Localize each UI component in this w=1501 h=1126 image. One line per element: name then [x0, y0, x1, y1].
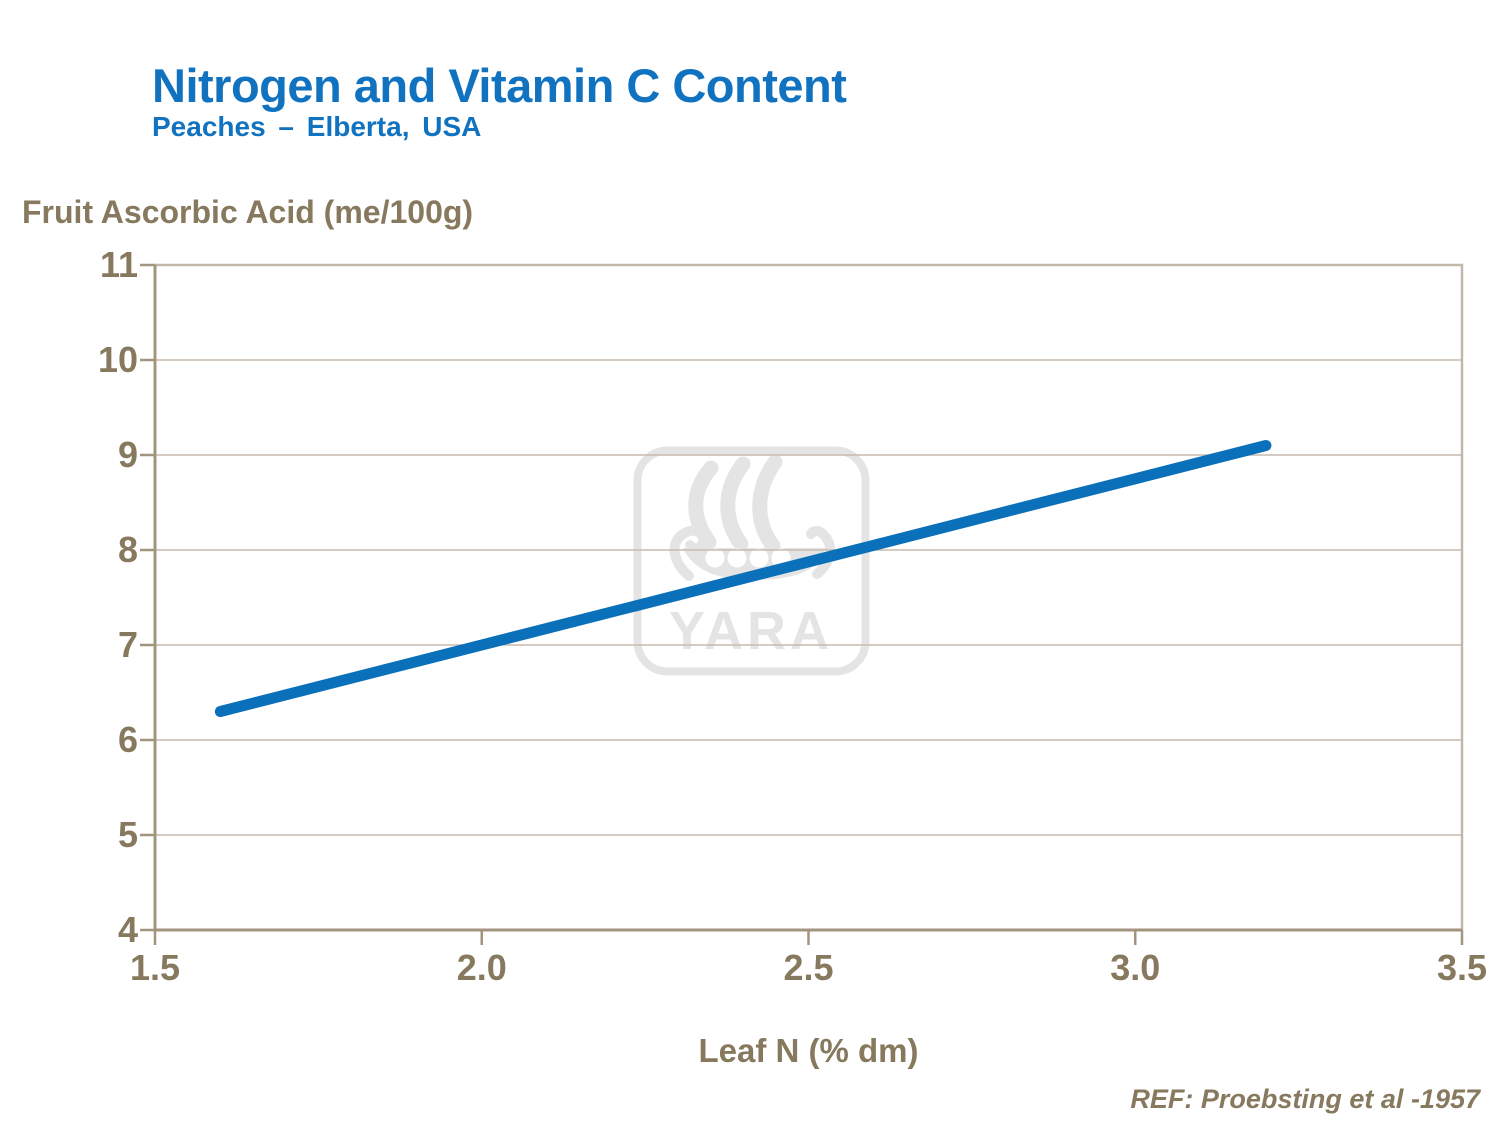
axis-lines	[153, 265, 1462, 932]
viking-ship-shields-icon	[705, 548, 791, 568]
y-tick-label: 5	[117, 814, 138, 855]
y-tick-label: 7	[117, 624, 138, 665]
y-tick-label: 11	[99, 244, 138, 285]
y-tick-label: 4	[117, 909, 138, 950]
y-axis-title: Fruit Ascorbic Acid (me/100g)	[22, 194, 474, 230]
watermark-text: YARA	[669, 601, 833, 661]
page-title: Nitrogen and Vitamin C Content	[152, 59, 847, 112]
data-line	[214, 440, 1272, 717]
page-subtitle: Peaches – Elberta, USA	[152, 111, 482, 142]
yara-watermark-logo: YARA	[633, 446, 870, 676]
x-tick-label: 3.5	[1436, 947, 1488, 988]
y-tick-label: 10	[97, 339, 138, 380]
watermark-border	[633, 446, 870, 676]
y-tick-label: 9	[117, 434, 138, 475]
chart-plot-area	[140, 263, 1464, 945]
x-tick-label: 2.0	[456, 947, 507, 988]
x-tick-label: 1.5	[129, 947, 181, 988]
y-tick-label: 8	[117, 529, 138, 570]
x-axis-title: Leaf N (% dm)	[698, 1032, 919, 1069]
reference-text: REF: Proebsting et al -1957	[1130, 1084, 1480, 1114]
x-tick-label: 2.5	[783, 947, 834, 988]
x-tick-label: 3.0	[1110, 947, 1161, 988]
y-tick-label: 6	[117, 719, 138, 760]
plot-frame	[155, 263, 1464, 930]
